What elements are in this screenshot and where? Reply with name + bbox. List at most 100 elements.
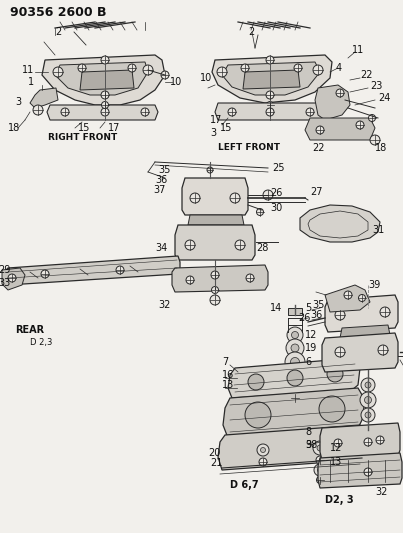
Circle shape <box>291 440 299 448</box>
Circle shape <box>313 441 327 455</box>
Polygon shape <box>218 425 365 470</box>
Circle shape <box>286 339 304 357</box>
Text: 17: 17 <box>210 115 222 125</box>
Circle shape <box>248 374 264 390</box>
Circle shape <box>246 274 254 282</box>
Circle shape <box>316 456 324 464</box>
Circle shape <box>211 271 219 279</box>
Circle shape <box>335 310 345 320</box>
Text: 16: 16 <box>222 370 234 380</box>
Circle shape <box>314 464 326 476</box>
Circle shape <box>185 240 195 250</box>
Text: 35: 35 <box>312 300 324 310</box>
Circle shape <box>207 167 213 173</box>
Circle shape <box>8 274 16 282</box>
Circle shape <box>186 276 194 284</box>
Text: 28: 28 <box>256 243 268 253</box>
Circle shape <box>256 208 264 215</box>
Circle shape <box>230 193 240 203</box>
Text: 2: 2 <box>55 27 61 37</box>
Polygon shape <box>175 225 255 260</box>
Polygon shape <box>243 70 300 89</box>
Circle shape <box>259 458 267 466</box>
Text: 35: 35 <box>158 165 170 175</box>
Polygon shape <box>188 215 244 225</box>
Polygon shape <box>182 178 248 215</box>
Circle shape <box>78 64 86 72</box>
Circle shape <box>316 477 324 483</box>
Circle shape <box>143 65 153 75</box>
Circle shape <box>294 64 302 72</box>
Text: 38: 38 <box>305 440 317 450</box>
Circle shape <box>378 345 388 355</box>
Circle shape <box>317 445 323 451</box>
Circle shape <box>361 408 375 422</box>
Circle shape <box>287 400 303 416</box>
Circle shape <box>210 295 220 305</box>
Circle shape <box>41 270 49 278</box>
Text: 90356 2600 B: 90356 2600 B <box>10 5 106 19</box>
Text: 11: 11 <box>352 45 364 55</box>
Circle shape <box>319 396 345 422</box>
Text: 36: 36 <box>155 175 167 185</box>
Text: 14: 14 <box>270 303 282 313</box>
Circle shape <box>212 287 218 294</box>
Text: 19: 19 <box>305 343 317 353</box>
Polygon shape <box>325 295 398 332</box>
Circle shape <box>61 108 69 116</box>
Circle shape <box>287 327 303 343</box>
Text: 13: 13 <box>330 457 342 467</box>
Text: 30: 30 <box>270 203 282 213</box>
Circle shape <box>361 378 375 392</box>
Circle shape <box>359 295 366 302</box>
Circle shape <box>266 108 274 116</box>
Polygon shape <box>5 256 180 285</box>
Text: 29: 29 <box>0 265 10 275</box>
Text: 23: 23 <box>370 81 382 91</box>
Polygon shape <box>322 333 398 372</box>
Text: 5: 5 <box>305 303 311 313</box>
Circle shape <box>260 448 266 453</box>
Text: 32: 32 <box>158 300 170 310</box>
Circle shape <box>336 89 344 97</box>
Circle shape <box>286 423 304 441</box>
Circle shape <box>364 468 372 476</box>
Text: D 6,7: D 6,7 <box>230 480 259 490</box>
Polygon shape <box>228 358 360 398</box>
Circle shape <box>364 397 372 403</box>
Circle shape <box>291 416 299 424</box>
Circle shape <box>360 392 376 408</box>
Circle shape <box>291 428 299 436</box>
Polygon shape <box>47 105 158 120</box>
Text: 33: 33 <box>0 278 10 288</box>
Text: 7: 7 <box>222 357 228 367</box>
Circle shape <box>266 56 274 64</box>
Circle shape <box>161 71 169 79</box>
Text: 8: 8 <box>305 427 311 437</box>
Polygon shape <box>223 388 365 438</box>
Circle shape <box>101 108 109 116</box>
Text: 21: 21 <box>210 458 222 468</box>
Text: D2, 3: D2, 3 <box>325 495 353 505</box>
Text: 6: 6 <box>305 357 311 367</box>
Circle shape <box>228 108 236 116</box>
Polygon shape <box>222 62 320 95</box>
Text: 17: 17 <box>108 123 120 133</box>
Polygon shape <box>320 423 400 460</box>
Circle shape <box>190 193 200 203</box>
Circle shape <box>217 67 227 77</box>
Text: 31: 31 <box>372 225 384 235</box>
Circle shape <box>287 370 303 386</box>
Text: 10: 10 <box>170 77 182 87</box>
Text: 18: 18 <box>8 123 20 133</box>
Circle shape <box>313 65 323 75</box>
Text: 20: 20 <box>208 448 220 458</box>
Text: 12: 12 <box>305 330 318 340</box>
Circle shape <box>327 366 343 382</box>
Circle shape <box>257 444 269 456</box>
Text: 32: 32 <box>375 487 387 497</box>
Circle shape <box>364 438 372 446</box>
Circle shape <box>53 67 63 77</box>
Text: 15: 15 <box>220 123 233 133</box>
Text: 26: 26 <box>298 313 310 323</box>
